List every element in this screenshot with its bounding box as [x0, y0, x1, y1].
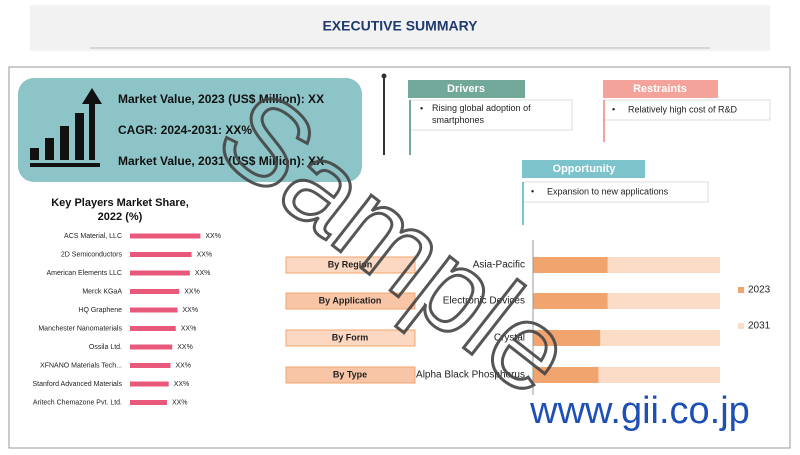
header-bar [30, 5, 770, 51]
bullet: • [531, 186, 534, 196]
segment-label: By Region [328, 259, 373, 269]
bar [130, 233, 201, 239]
market-box [18, 78, 362, 182]
bullet: • [420, 103, 423, 113]
player-name: Stanford Advanced Materials [33, 381, 123, 388]
player-name: 2D Semiconductors [61, 251, 123, 258]
category-label: Asia-Pacific [473, 260, 525, 271]
stacked-bar [598, 367, 720, 383]
legend-label: 2031 [748, 321, 771, 332]
legend-label: 2023 [748, 285, 771, 296]
stacked-bar [533, 367, 599, 383]
player-name: Manchester Nanomaterials [38, 325, 122, 332]
player-name: Merck KGaA [82, 288, 122, 295]
segment-box [285, 292, 416, 310]
value-label: XX% [181, 325, 197, 332]
stacked-bar [600, 330, 720, 346]
category-label: Crystal [494, 333, 525, 344]
market-line: Market Value, 2031 (US$ Million): XX [118, 154, 324, 168]
value-label: XX% [183, 307, 199, 314]
segment-label: By Application [319, 295, 382, 305]
value-label: XX% [174, 381, 190, 388]
value-label: XX% [175, 362, 191, 369]
segment-box [285, 256, 416, 274]
segment-label: By Form [332, 332, 369, 342]
bar [130, 307, 178, 313]
opportunity-item: Expansion to new applications [547, 186, 669, 196]
segment-box [285, 366, 416, 384]
value-label: XX% [177, 344, 193, 351]
key-players-title-wrap: Key Players Market Share, 2022 (%) [51, 197, 189, 223]
value-label: XX% [195, 270, 211, 277]
player-name: Ossila Ltd. [89, 344, 122, 351]
restraints-title: Restraints [633, 83, 687, 95]
player-name: XFNANO Materials Tech... [40, 362, 122, 369]
drivers-title: Drivers [447, 83, 485, 95]
player-name: ACS Material, LLC [64, 233, 122, 240]
divider-dot [381, 73, 387, 79]
opportunity-tab [522, 160, 645, 178]
legend-swatch [738, 323, 744, 329]
player-name: Aritech Chemazone Pvt. Ltd. [33, 399, 122, 406]
restraints-tab [603, 80, 718, 98]
segment-box [285, 329, 416, 347]
header-title: EXECUTIVE SUMMARY [322, 18, 478, 34]
bar [130, 289, 180, 294]
stacked-bar [607, 257, 720, 273]
stacked-bar [533, 257, 608, 273]
bar [130, 363, 171, 368]
value-label: XX% [172, 399, 188, 406]
market-line: CAGR: 2024-2031: XX% [118, 123, 252, 137]
drivers-box [409, 99, 573, 131]
bar [130, 326, 176, 331]
restraints-item: Relatively high cost of R&D [628, 104, 738, 114]
drivers-tab [408, 80, 525, 98]
bar [130, 270, 190, 276]
stacked-bar [533, 293, 608, 309]
value-label: XX% [184, 288, 200, 295]
market-line: Market Value, 2023 (US$ Million): XX [118, 92, 324, 106]
player-name: HQ Graphene [78, 307, 122, 314]
bar [130, 400, 167, 405]
bar [130, 381, 169, 387]
frame [8, 66, 791, 449]
key-players-title: Key Players Market Share, 2022 (%) [51, 197, 189, 223]
bar [130, 344, 173, 350]
stacked-bar [533, 330, 601, 346]
opportunity-title: Opportunity [553, 163, 617, 175]
value-label: XX% [205, 233, 221, 240]
stacked-bar [607, 293, 720, 309]
drivers-item: Rising global adoption of smartphones [432, 103, 531, 125]
growth-icon [30, 88, 102, 167]
value-label: XX% [197, 251, 213, 258]
segment-label: By Type [333, 369, 367, 379]
category-label: Electronic Devices [443, 296, 525, 307]
player-name: American Elements LLC [47, 270, 122, 277]
bar [130, 252, 192, 257]
legend-swatch [738, 287, 744, 293]
drivers-item-text: Rising global adoption of smartphones [432, 103, 531, 125]
category-label: Alpha Black Phosphorus [416, 370, 525, 381]
watermark-url: www.gii.co.jp [529, 390, 750, 432]
bullet: • [612, 104, 615, 114]
